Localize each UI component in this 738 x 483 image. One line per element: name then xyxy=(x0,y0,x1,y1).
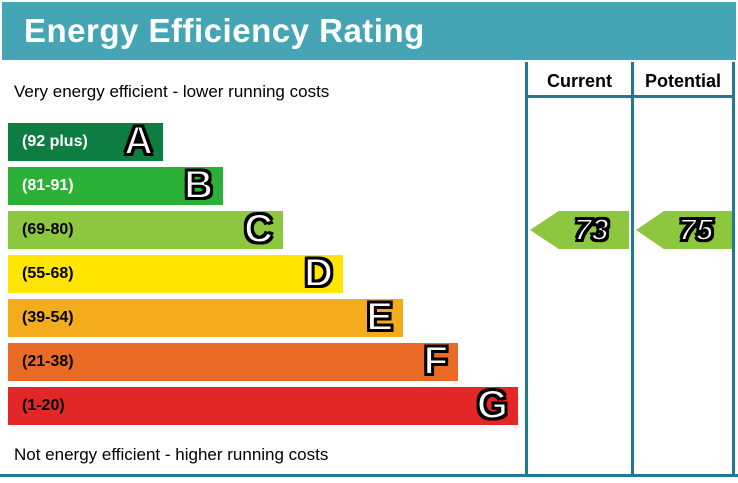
band-letter: E xyxy=(365,295,394,340)
current-rating-arrow: 73 xyxy=(530,211,629,249)
table-line-bottom-border xyxy=(0,474,738,477)
band-letter: A xyxy=(123,119,154,164)
band-row-b: (81-91) B xyxy=(8,163,223,208)
column-header-current: Current xyxy=(546,70,612,91)
band-range: (69-80) xyxy=(22,221,74,238)
table-line-column-divider xyxy=(631,62,634,477)
current-rating-value: 73 xyxy=(573,211,610,248)
band-row-g: (1-20) G xyxy=(8,383,518,428)
band-letter: D xyxy=(303,251,334,296)
caption-very-efficient: Very energy efficient - lower running co… xyxy=(14,82,330,101)
band-range: (81-91) xyxy=(22,177,74,194)
potential-rating-arrow: 75 xyxy=(636,211,732,249)
band-letter: C xyxy=(243,207,274,252)
band-range: (92 plus) xyxy=(22,133,88,150)
table-line-header-underline xyxy=(525,95,735,98)
band-letter: B xyxy=(183,163,214,208)
rating-bands: (92 plus) A (81-91) B (69-80) C (55-68) … xyxy=(8,119,518,431)
band-letter: G xyxy=(476,383,509,428)
band-range: (39-54) xyxy=(22,309,74,326)
column-header-potential: Potential xyxy=(644,70,721,91)
band-letter: F xyxy=(423,339,449,384)
band-row-e: (39-54) E xyxy=(8,295,403,340)
band-row-c: (69-80) C xyxy=(8,207,283,252)
chart-title-bar: Energy Efficiency Rating xyxy=(2,2,736,60)
table-line-right-border xyxy=(732,62,735,477)
band-row-f: (21-38) F xyxy=(8,339,458,384)
chart-title: Energy Efficiency Rating xyxy=(24,12,425,49)
potential-rating-value: 75 xyxy=(678,211,715,248)
band-range: (55-68) xyxy=(22,265,74,282)
caption-not-efficient: Not energy efficient - higher running co… xyxy=(14,445,329,464)
band-range: (1-20) xyxy=(22,397,65,414)
table-line-current-left xyxy=(525,62,528,477)
band-row-a: (92 plus) A xyxy=(8,119,163,164)
band-row-d: (55-68) D xyxy=(8,251,343,296)
band-range: (21-38) xyxy=(22,353,74,370)
